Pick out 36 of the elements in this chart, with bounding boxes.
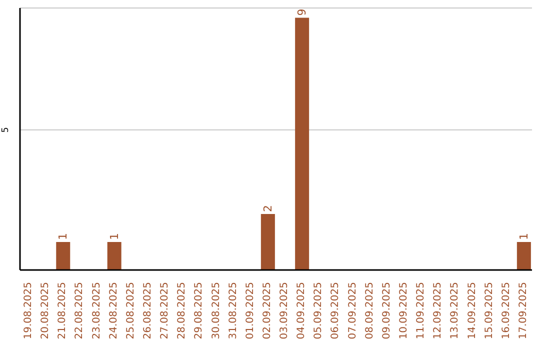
x-tick-label: 22.08.2025 [74,282,86,340]
x-tick-label: 01.09.2025 [244,282,256,340]
x-tick-label: 27.08.2025 [160,282,171,340]
x-tick-label: 24.08.2025 [108,282,120,340]
x-tick-label: 08.09.2025 [364,282,376,340]
data-label: 1 [56,232,70,240]
data-label: 9 [296,8,309,16]
y-tick-label: 5 [1,127,11,133]
x-tick-label: 21.08.2025 [57,282,68,340]
x-tick-label: 31.08.2025 [228,282,239,340]
x-tick-label: 13.09.2025 [450,282,461,340]
x-tick-label: 07.09.2025 [347,282,358,340]
x-tick-label: 17.09.2025 [518,282,529,340]
x-tick-label: 04.09.2025 [296,282,308,340]
x-tick-label: 16.09.2025 [500,282,512,340]
x-tick-label: 02.09.2025 [262,282,273,340]
x-tick-label: 25.08.2025 [125,282,136,340]
x-tick-label: 11.09.2025 [416,282,427,340]
data-label: 2 [261,204,274,212]
x-tick-label: 19.08.2025 [23,282,34,340]
x-tick-label: 03.09.2025 [279,282,290,340]
data-label: 1 [517,232,530,240]
x-tick-label: 20.08.2025 [40,282,52,340]
data-label: 1 [108,232,121,240]
x-tick-label: 09.09.2025 [381,282,392,340]
x-tick-label: 30.08.2025 [210,282,222,340]
x-tick-label: 14.09.2025 [466,282,478,340]
x-tick-label: 23.08.2025 [91,282,102,340]
x-tick-label: 29.08.2025 [194,282,205,340]
x-tick-label: 10.09.2025 [398,282,410,340]
x-tick-label: 15.09.2025 [484,282,495,340]
x-tick-label: 05.09.2025 [313,282,324,340]
x-tick-label: 06.09.2025 [330,282,342,340]
x-tick-label: 28.08.2025 [176,282,188,340]
x-tick-label: 12.09.2025 [432,282,444,340]
x-tick-label: 26.08.2025 [142,282,154,340]
